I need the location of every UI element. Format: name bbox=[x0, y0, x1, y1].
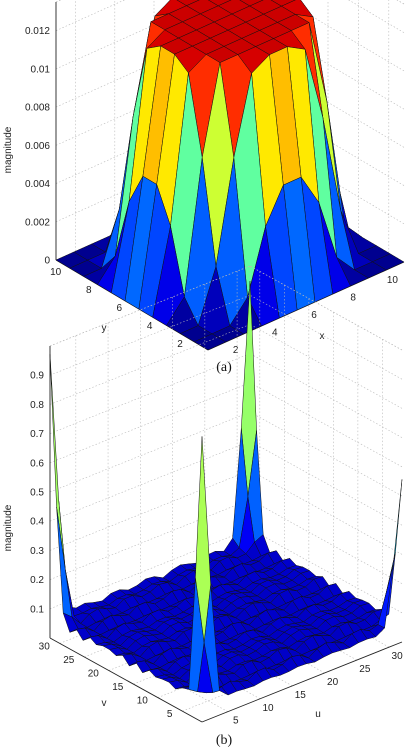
y-tick-label: 30 bbox=[39, 641, 51, 652]
plot-a-surface bbox=[55, 0, 405, 351]
surface-facet bbox=[377, 564, 394, 629]
y-tick-label: 15 bbox=[112, 682, 124, 693]
x-tick-label: 20 bbox=[327, 677, 339, 688]
grid-line bbox=[249, 440, 403, 526]
surface-facet bbox=[195, 436, 211, 643]
y-tick-label: 10 bbox=[137, 696, 149, 707]
grid-line bbox=[249, 411, 403, 497]
grid-line bbox=[249, 324, 403, 409]
surface-facet bbox=[49, 354, 66, 570]
x-tick-label: 25 bbox=[359, 664, 371, 675]
grid-line bbox=[249, 528, 403, 614]
z-tick-label: 0.004 bbox=[25, 179, 50, 190]
z-tick-label: 0.4 bbox=[30, 517, 44, 528]
grid-line bbox=[249, 470, 403, 555]
surface-facet bbox=[193, 333, 227, 351]
y-tick-label: 8 bbox=[86, 285, 92, 296]
y-tick-label: 20 bbox=[88, 669, 100, 680]
grid-line bbox=[55, 0, 126, 31]
grid-line bbox=[249, 353, 403, 438]
grid-line bbox=[49, 411, 251, 493]
plot-b-surface bbox=[49, 280, 403, 696]
z-tick-label: 0.7 bbox=[30, 429, 44, 440]
plot-a-z-axis-label: magnitude bbox=[3, 126, 14, 173]
grid-line bbox=[249, 499, 403, 584]
grid-line bbox=[49, 324, 251, 405]
axis-line bbox=[49, 637, 203, 723]
y-tick-label: 6 bbox=[116, 303, 122, 314]
x-tick-label: 15 bbox=[295, 690, 307, 701]
grid-line bbox=[49, 382, 251, 464]
z-tick-label: 0.5 bbox=[30, 488, 44, 499]
z-tick-label: 0.012 bbox=[25, 26, 50, 37]
x-tick-label: 8 bbox=[350, 292, 356, 303]
y-tick-label: 25 bbox=[63, 655, 75, 666]
grid-line bbox=[249, 294, 403, 380]
z-tick-label: 0.1 bbox=[30, 604, 44, 615]
z-tick-label: 0.6 bbox=[30, 458, 44, 469]
x-tick-label: 10 bbox=[387, 275, 399, 286]
x-tick-label: 2 bbox=[233, 345, 239, 356]
z-tick-label: 0.008 bbox=[25, 103, 50, 114]
z-tick-label: 0.2 bbox=[30, 575, 44, 586]
grid-line bbox=[283, 0, 405, 72]
plot-b-ticks: 0.1 0.2 0.3 0.4 0.5 0.6 0.7 0.8 0.9 5 10 15 20 25 30 5 1… bbox=[30, 371, 403, 727]
surface-facet bbox=[386, 479, 403, 592]
grid-line bbox=[55, 0, 211, 70]
y-tick-label: 2 bbox=[177, 339, 183, 350]
grid-line bbox=[348, 0, 405, 33]
grid-line bbox=[49, 440, 251, 522]
grid-line bbox=[49, 528, 251, 610]
y-tick-label: 5 bbox=[167, 709, 173, 720]
z-tick-label: 0.3 bbox=[30, 546, 44, 557]
axis-line bbox=[201, 641, 403, 723]
z-tick-label: 0.006 bbox=[25, 141, 50, 152]
z-tick-label: 0 bbox=[44, 256, 50, 267]
y-tick-label: 10 bbox=[50, 267, 62, 278]
x-tick-label: 5 bbox=[233, 716, 239, 727]
grid-line bbox=[249, 382, 403, 468]
plot-a-ticks: 0 0.002 0.004 0.006 0.008 0.01 0.012 2 4 6 8 10 2 4 6 8… bbox=[25, 26, 398, 356]
grid-line bbox=[49, 294, 251, 376]
grid-line bbox=[49, 499, 251, 580]
plot-b-z-axis-label: magnitude bbox=[3, 504, 14, 551]
z-tick-label: 0.002 bbox=[25, 217, 50, 228]
surface-plot-b: 0.1 0.2 0.3 0.4 0.5 0.6 0.7 0.8 0.9 5 10 15 20 25 30 5 1… bbox=[3, 265, 403, 748]
surface-plot-a: 0 0.002 0.004 0.006 0.008 0.01 0.012 2 4 6 8 10 2 4 6 8… bbox=[3, 0, 405, 375]
x-tick-label: 4 bbox=[272, 328, 278, 339]
z-tick-label: 0.01 bbox=[31, 64, 51, 75]
x-tick-label: 10 bbox=[263, 703, 275, 714]
plot-b-caption: (b) bbox=[216, 733, 233, 748]
plot-a-y-axis-label: y bbox=[102, 323, 107, 334]
grid-line bbox=[49, 353, 251, 434]
box-edge bbox=[249, 265, 403, 351]
x-tick-label: 6 bbox=[311, 310, 317, 321]
plot-b-y-axis-label: v bbox=[102, 698, 107, 709]
plot-a-x-axis-label: x bbox=[320, 331, 325, 342]
plot-a-caption: (a) bbox=[216, 360, 232, 375]
box-edge bbox=[49, 265, 251, 347]
plot-b-x-axis-label: u bbox=[315, 709, 321, 720]
surface-facet bbox=[56, 506, 73, 618]
x-tick-label: 30 bbox=[392, 651, 404, 662]
z-tick-label: 0.9 bbox=[30, 371, 44, 382]
y-tick-label: 4 bbox=[147, 321, 153, 332]
z-tick-label: 0.8 bbox=[30, 400, 44, 411]
grid-line bbox=[49, 470, 251, 551]
